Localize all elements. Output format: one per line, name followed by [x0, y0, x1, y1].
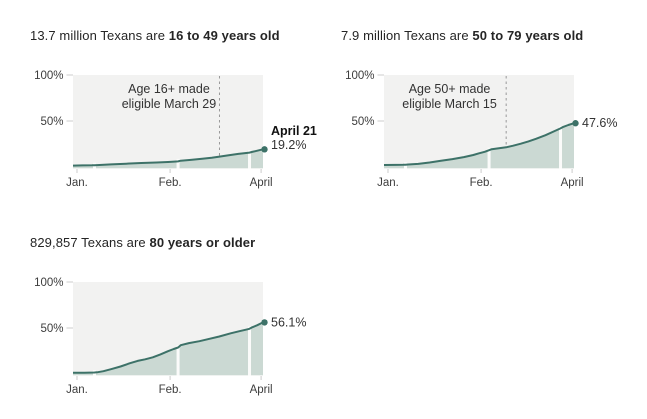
chart-panel-50-79: 7.9 million Texans are 50 to 79 years ol…: [336, 21, 641, 211]
x-axis-label: April: [250, 177, 273, 189]
area-fill: [73, 322, 263, 376]
chart-title-bold: 80 years or older: [149, 235, 256, 250]
end-point-dot: [261, 319, 268, 326]
y-axis-tick: [66, 327, 73, 329]
area-fill: [384, 123, 574, 169]
data-gap: [176, 345, 180, 376]
x-axis-tick: [76, 169, 78, 173]
y-axis-tick: [377, 74, 384, 76]
x-axis-label: Feb.: [159, 384, 182, 396]
x-axis-label: Feb.: [470, 177, 493, 189]
y-axis-label: 50%: [40, 323, 63, 335]
x-axis-label: Jan.: [377, 177, 399, 189]
x-axis-label: Feb.: [159, 177, 182, 189]
x-axis-tick: [480, 169, 482, 173]
end-point-dot: [261, 146, 268, 153]
y-axis-tick: [377, 120, 384, 122]
data-gap: [248, 150, 252, 169]
eligibility-annotation: eligible March 29: [122, 97, 217, 111]
data-gap: [176, 158, 180, 169]
end-point-dot: [572, 120, 579, 127]
x-axis-tick: [260, 169, 262, 173]
area-chart-80-plus: 100% 50% Jan. Feb. April 56.1%: [34, 277, 306, 396]
y-axis-label: 100%: [34, 70, 63, 82]
data-gap: [487, 147, 491, 169]
data-gap: [248, 326, 252, 376]
plot-background: [73, 75, 263, 169]
y-axis-label: 100%: [345, 70, 374, 82]
eligibility-annotation: Age 50+ made: [409, 82, 491, 96]
chart-title-bold: 50 to 79 years old: [472, 28, 584, 43]
x-axis-tick: [169, 376, 171, 380]
end-value-label: 56.1%: [271, 315, 306, 329]
eligibility-annotation: eligible March 15: [402, 97, 497, 111]
y-axis-tick: [66, 74, 73, 76]
data-gap: [559, 125, 563, 169]
y-axis-label: 100%: [34, 277, 63, 289]
end-value-label: 47.6%: [582, 116, 617, 130]
x-axis-label: Jan.: [66, 384, 88, 396]
chart-title-bold: 16 to 49 years old: [168, 28, 280, 43]
eligibility-annotation: Age 16+ made: [128, 82, 210, 96]
trend-line: [72, 148, 264, 167]
x-axis-label: April: [250, 384, 273, 396]
x-axis-label: Jan.: [66, 177, 88, 189]
end-date-label: April 21: [271, 124, 317, 138]
chart-title-prefix: 829,857 Texans are: [30, 235, 150, 250]
x-axis-tick: [260, 376, 262, 380]
y-axis-tick: [66, 281, 73, 283]
x-axis-tick: [76, 376, 78, 380]
chart-title: 13.7 million Texans are 16 to 49 years o…: [30, 28, 280, 43]
x-axis-label: April: [561, 177, 584, 189]
x-axis-tick: [387, 169, 389, 173]
x-axis-tick: [169, 169, 171, 173]
y-axis-tick: [66, 120, 73, 122]
chart-title-prefix: 13.7 million Texans are: [30, 28, 169, 43]
trend-line: [383, 122, 575, 166]
chart-title: 829,857 Texans are 80 years or older: [30, 235, 255, 250]
chart-panel-80-plus: 829,857 Texans are 80 years or older 100…: [25, 228, 330, 418]
x-axis-tick: [571, 169, 573, 173]
end-value-label: 19.2%: [271, 138, 306, 152]
trend-line: [73, 321, 264, 374]
area-chart-50-79: 100% 50% Jan. Feb. April Age 50+ madeeligible…: [345, 70, 617, 189]
y-axis-label: 50%: [40, 116, 63, 128]
chart-title: 7.9 million Texans are 50 to 79 years ol…: [341, 28, 583, 43]
y-axis-label: 50%: [351, 116, 374, 128]
chart-title-prefix: 7.9 million Texans are: [341, 28, 473, 43]
area-fill: [73, 149, 263, 169]
chart-panel-16-49: 13.7 million Texans are 16 to 49 years o…: [25, 21, 330, 211]
area-chart-16-49: 100% 50% Jan. Feb. April Age 16+ madeeligible…: [34, 70, 317, 189]
